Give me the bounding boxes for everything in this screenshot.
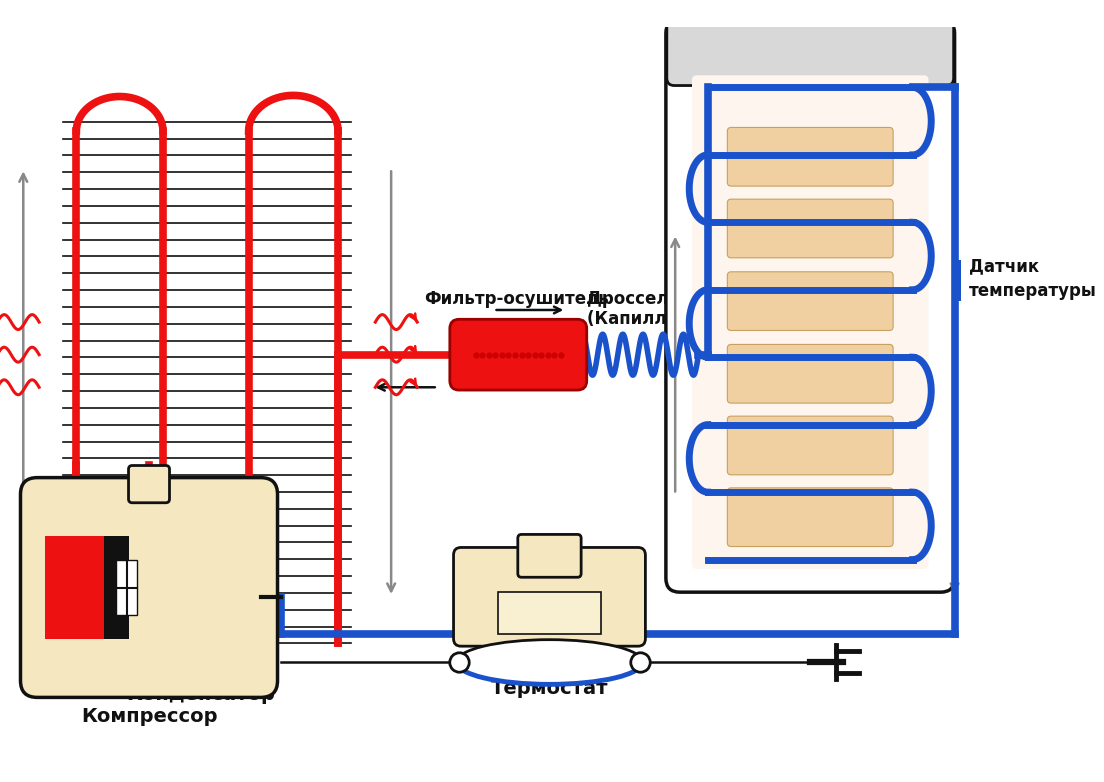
- Bar: [498, 592, 601, 634]
- Text: Фильтр-осушитель: Фильтр-осушитель: [425, 290, 609, 308]
- Text: (Капиллярная трубка): (Капиллярная трубка): [586, 310, 802, 328]
- Bar: [44, 536, 112, 639]
- Text: Датчик: Датчик: [968, 257, 1039, 275]
- FancyBboxPatch shape: [728, 127, 893, 186]
- Text: Термостат: Термостат: [490, 679, 608, 698]
- Ellipse shape: [456, 640, 643, 684]
- FancyBboxPatch shape: [728, 199, 893, 258]
- FancyBboxPatch shape: [21, 478, 277, 698]
- FancyBboxPatch shape: [692, 75, 928, 569]
- Text: Конденсатор: Конденсатор: [126, 685, 275, 704]
- FancyBboxPatch shape: [728, 416, 893, 475]
- FancyBboxPatch shape: [667, 16, 954, 85]
- Text: Компрессор: Компрессор: [81, 706, 217, 726]
- Bar: [104, 536, 128, 639]
- Text: температуры: температуры: [968, 282, 1096, 300]
- Bar: [116, 560, 137, 615]
- Text: Испаритель: Испаритель: [744, 56, 877, 76]
- Bar: [952, 260, 962, 300]
- Text: Дросселирующее устройство: Дросселирующее устройство: [586, 290, 873, 308]
- FancyBboxPatch shape: [728, 488, 893, 547]
- FancyBboxPatch shape: [518, 534, 581, 577]
- FancyBboxPatch shape: [449, 319, 586, 390]
- FancyBboxPatch shape: [128, 465, 170, 503]
- FancyBboxPatch shape: [728, 344, 893, 403]
- FancyBboxPatch shape: [728, 272, 893, 331]
- FancyBboxPatch shape: [666, 20, 955, 592]
- FancyBboxPatch shape: [454, 547, 646, 646]
